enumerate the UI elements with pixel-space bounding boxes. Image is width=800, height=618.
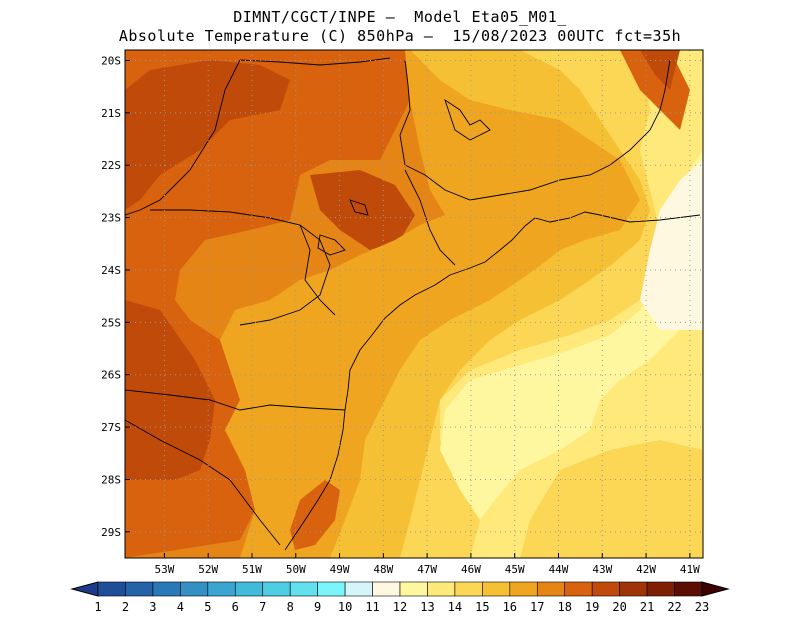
latitude-labels: 20S 21S 22S 23S 24S 25S 26S 27S 28S 29S [101, 54, 130, 539]
colorbar-label: 22 [667, 600, 681, 614]
lat-tick-label: 21S [101, 107, 121, 120]
lat-tick-label: 27S [101, 421, 121, 434]
colorbar-swatch [317, 581, 346, 597]
lat-tick-label: 25S [101, 316, 121, 329]
colorbar-label: 2 [122, 600, 129, 614]
colorbar-label: 10 [338, 600, 352, 614]
field-zone-east-coolest [640, 160, 703, 330]
colorbar-swatch [262, 581, 291, 597]
colorbar-swatch [564, 581, 593, 597]
lat-tick-label: 29S [101, 526, 121, 539]
colorbar-label: 17 [530, 600, 544, 614]
colorbar-label: 19 [585, 600, 599, 614]
colorbar-swatch [591, 581, 620, 597]
colorbar-label: 23 [695, 600, 709, 614]
colorbar-label: 13 [420, 600, 434, 614]
colorbar-underflow-arrow [70, 581, 99, 597]
lon-tick-label: 44W [549, 563, 569, 576]
colorbar-label: 9 [314, 600, 321, 614]
lon-tick-label: 53W [154, 563, 174, 576]
lat-tick-label: 23S [101, 212, 121, 225]
field-zone-west-hotter [125, 60, 290, 210]
colorbar-label: 14 [448, 600, 462, 614]
field-zone-southeast-warm [520, 440, 703, 558]
lon-tick-label: 46W [461, 563, 481, 576]
lon-tick-label: 41W [680, 563, 700, 576]
lat-tick-label: 22S [101, 159, 121, 172]
coastline-borders [125, 57, 701, 551]
field-zone-north-hot [310, 170, 415, 250]
colorbar-swatch [152, 581, 181, 597]
lat-tick-label: 26S [101, 369, 121, 382]
colorbar-swatch [399, 581, 428, 597]
colorbar-swatch [482, 581, 511, 597]
longitude-labels: 53W 52W 51W 50W 49W 48W 47W 46W 45W 44W 43W 42W 41W [154, 553, 700, 576]
colorbar-label: 7 [259, 600, 266, 614]
reservoir-2 [317, 234, 346, 256]
colorbar-label: 3 [149, 600, 156, 614]
lon-tick-label: 47W [417, 563, 437, 576]
lon-tick-label: 48W [373, 563, 393, 576]
map-title-line1: DIMNT/CGCT/INPE – Model Eta05_M01_ [233, 8, 567, 26]
colorbar-label: 12 [393, 600, 407, 614]
colorbar-label: 15 [475, 600, 489, 614]
colorbar-swatch [509, 581, 538, 597]
lat-tick-label: 20S [101, 54, 121, 67]
colorbar-swatch [344, 581, 373, 597]
colorbar-label: 18 [558, 600, 572, 614]
state-border-1 [399, 59, 671, 201]
field-zone-south-coast-hot [290, 480, 340, 550]
lat-tick-label: 24S [101, 264, 121, 277]
state-border-7 [299, 224, 336, 316]
colorbar-label: 11 [365, 600, 379, 614]
colorbar-swatch [372, 581, 401, 597]
reservoir-3 [349, 199, 369, 216]
colorbar-swatch [125, 581, 154, 597]
state-border-3 [125, 59, 241, 216]
lon-tick-label: 42W [636, 563, 656, 576]
field-zone-southwest-hotter [125, 300, 215, 480]
colorbar-label: 1 [94, 600, 101, 614]
state-border-5 [125, 389, 346, 411]
coastline [284, 211, 701, 551]
colorbar-swatch [619, 581, 648, 597]
colorbar-label: 16 [503, 600, 517, 614]
lon-tick-label: 45W [505, 563, 525, 576]
colorbar-swatch [180, 581, 209, 597]
colorbar-label: 21 [640, 600, 654, 614]
state-border-8 [404, 169, 456, 266]
state-border-6 [125, 419, 281, 546]
colorbar-swatch [234, 581, 264, 597]
lon-tick-label: 49W [330, 563, 350, 576]
colorbar-overflow-arrow [701, 581, 730, 597]
colorbar-swatch [207, 581, 236, 597]
colorbar-label: 8 [287, 600, 294, 614]
colorbar-swatch [289, 581, 318, 597]
plot-frame [124, 49, 704, 559]
colorbar-swatch [454, 581, 483, 597]
lon-tick-label: 52W [198, 563, 218, 576]
colorbar-swatch [427, 581, 456, 597]
state-border-4 [150, 209, 331, 326]
colorbar-swatch [674, 581, 703, 597]
lat-tick-label: 28S [101, 473, 121, 486]
lon-tick-label: 51W [242, 563, 262, 576]
colorbar-label: 5 [204, 600, 211, 614]
lon-tick-label: 43W [592, 563, 612, 576]
colorbar-swatch [97, 581, 126, 597]
colorbar-swatch [536, 581, 566, 597]
colorbar-label: 6 [232, 600, 239, 614]
temperature-field [125, 50, 703, 558]
map-title-line2: Absolute Temperature (C) 850hPa – 15/08/… [118, 27, 682, 45]
reservoir-1 [444, 98, 491, 141]
lon-tick-label: 50W [286, 563, 306, 576]
colorbar-label: 4 [177, 600, 184, 614]
colorbar-swatch [646, 581, 675, 597]
colorbar-label: 20 [612, 600, 626, 614]
colorbar: 1 2 3 4 5 6 7 8 9 10 11 12 13 14 15 16 17 18 19 20 21 22 23 [70, 581, 730, 614]
